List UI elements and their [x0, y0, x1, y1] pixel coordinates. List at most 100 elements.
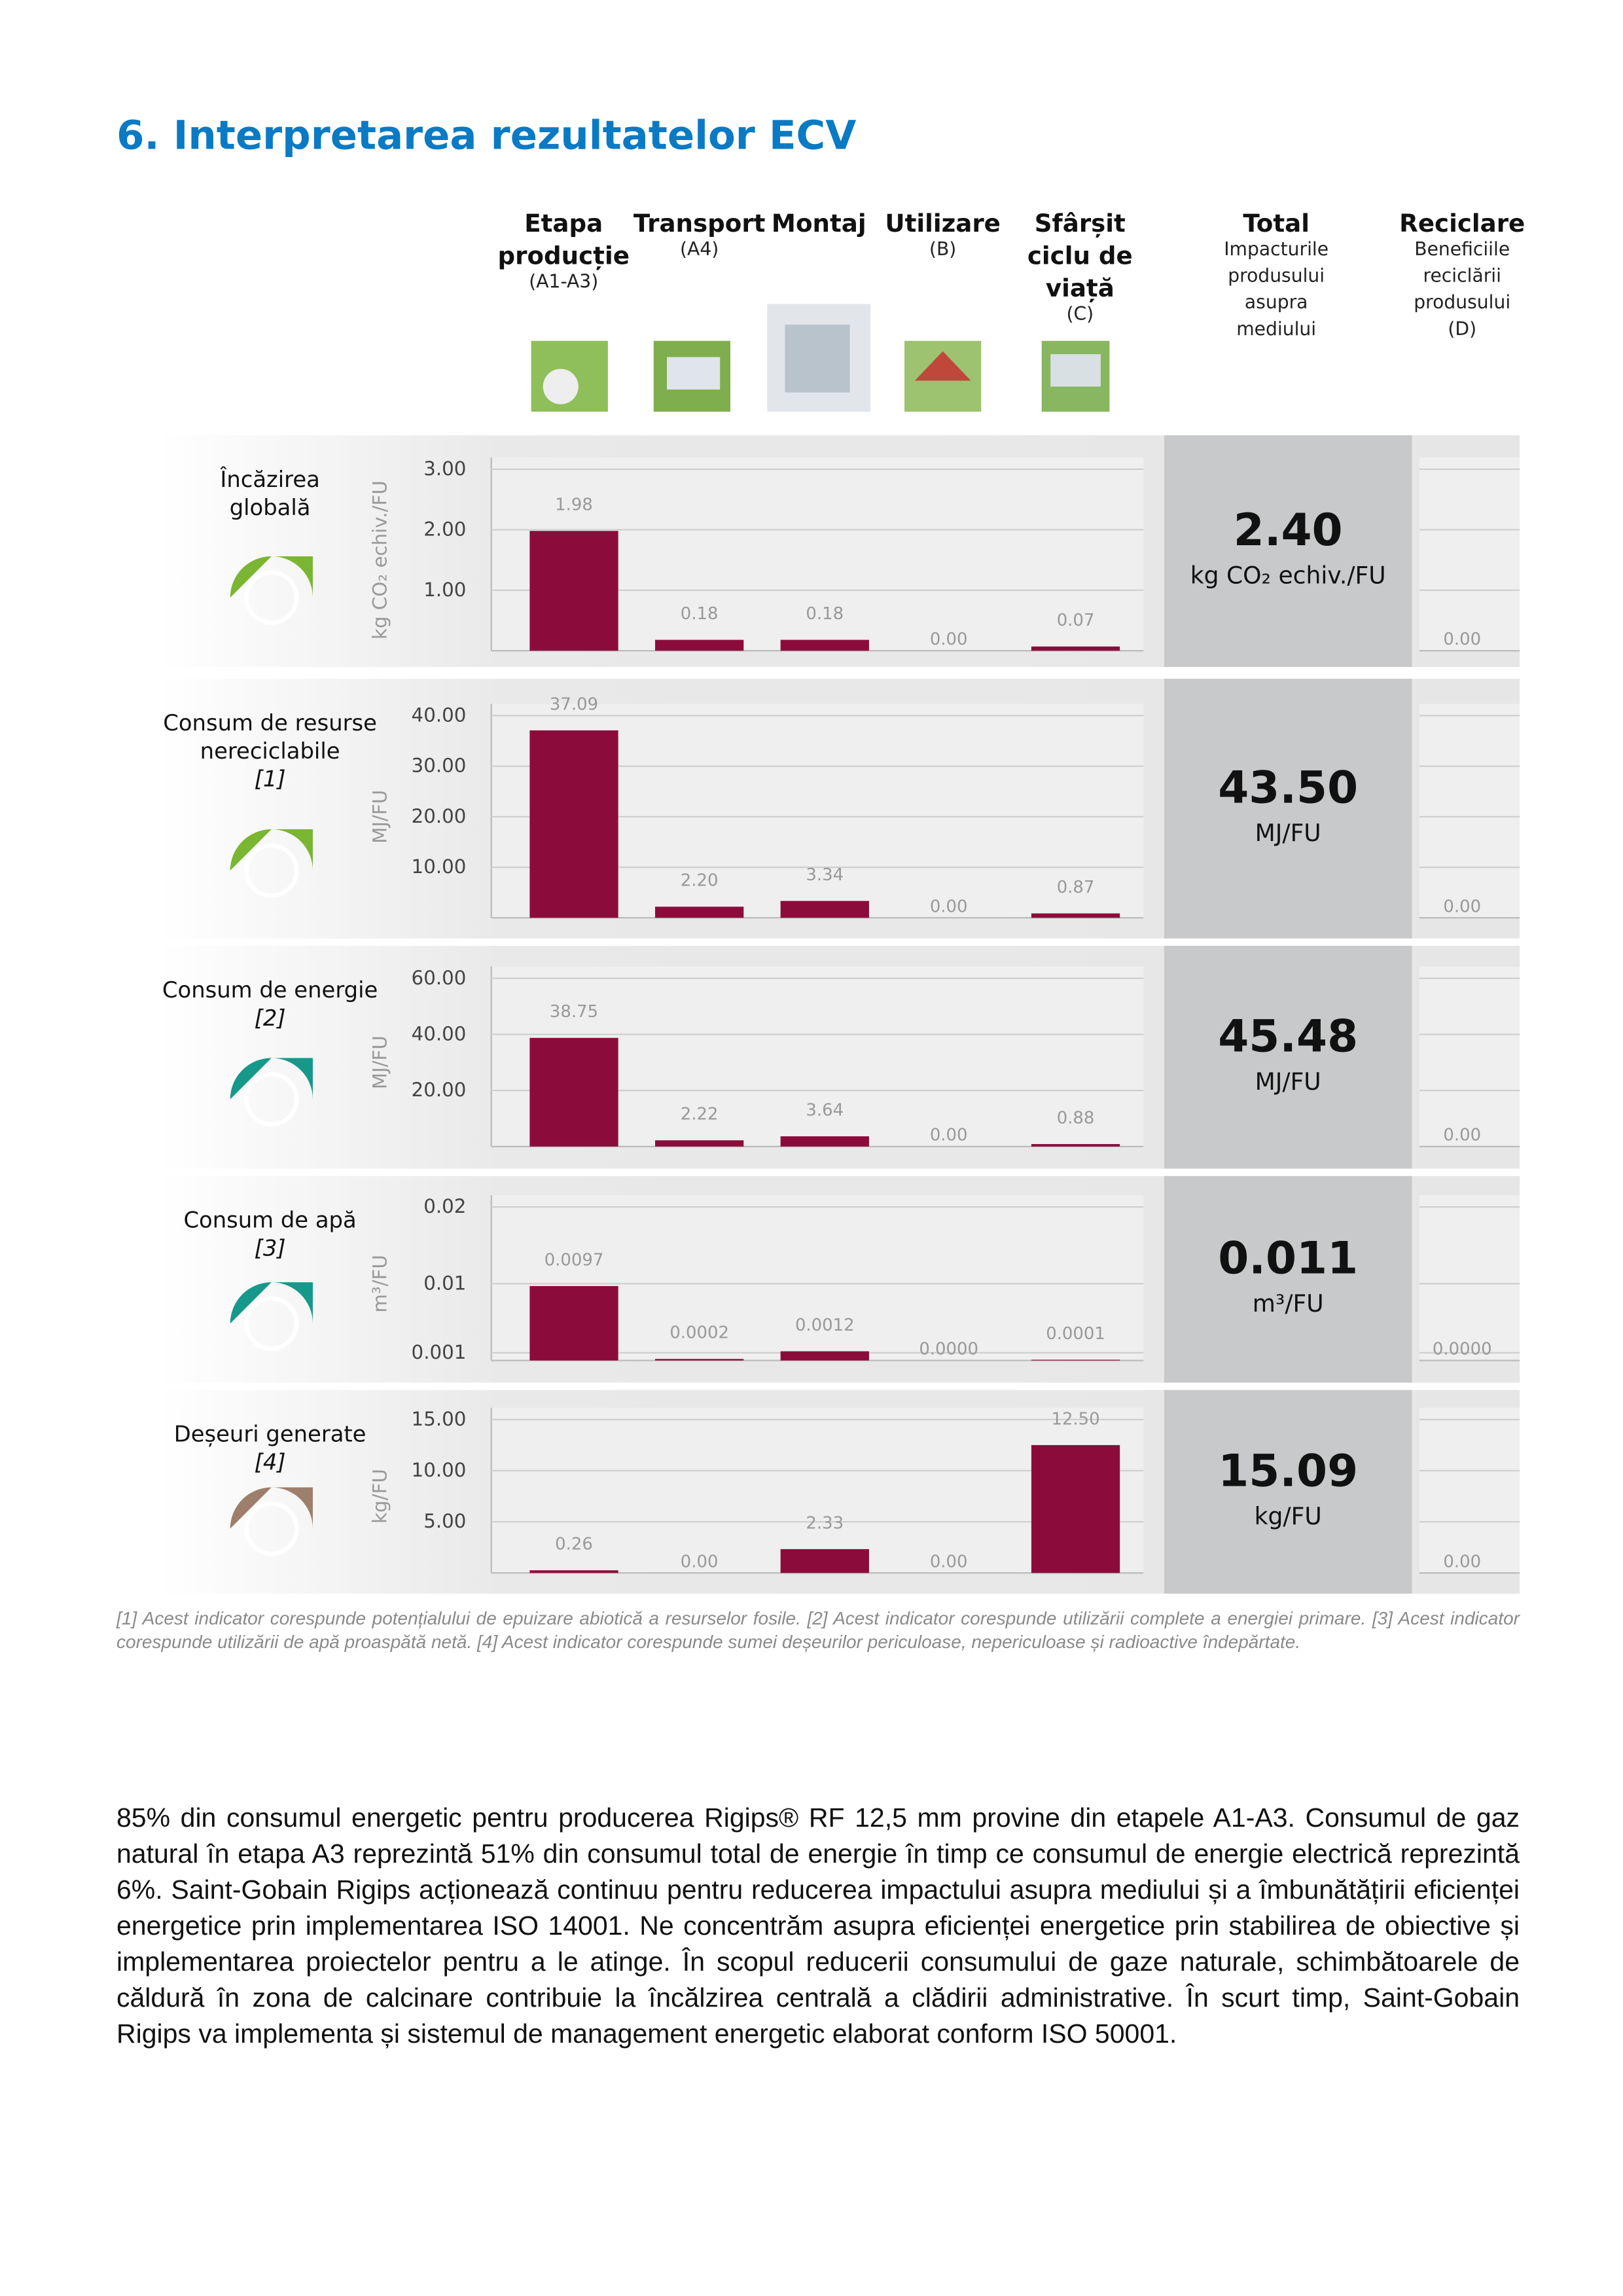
column-note: Beneficiile: [1414, 238, 1510, 260]
column-header: Utilizare: [885, 209, 1001, 238]
bar: [780, 901, 869, 918]
total-value: 15.09: [1218, 1444, 1358, 1496]
value-label: 0.0001: [1046, 1324, 1105, 1344]
bar: [1031, 646, 1120, 651]
value-label: 0.00: [930, 1126, 968, 1145]
indicator-icon: [244, 1501, 299, 1556]
y-axis-label: kg CO₂ echiv./FU: [369, 480, 391, 639]
value-label: 0.00: [1443, 630, 1481, 649]
bar: [780, 1136, 869, 1147]
total-value: 43.50: [1218, 761, 1358, 813]
row-title: Deșeuri generate: [174, 1422, 366, 1447]
bar: [780, 1351, 869, 1361]
y-tick-label: 0.02: [423, 1195, 466, 1217]
recycle-background: [1419, 966, 1520, 1147]
value-label: 0.00: [930, 897, 968, 916]
y-tick-label: 5.00: [423, 1510, 466, 1532]
column-header: Reciclare: [1399, 209, 1525, 238]
indicator-icon: [244, 843, 299, 898]
y-axis-label: MJ/FU: [369, 1035, 391, 1089]
total-value: 2.40: [1234, 504, 1343, 556]
bar: [655, 639, 744, 651]
recycle-background: [1419, 704, 1520, 918]
value-label: 0.00: [1443, 1552, 1481, 1571]
value-label: 0.0002: [669, 1323, 729, 1343]
column-header: ciclu de: [1027, 242, 1133, 270]
column-note: (A4): [680, 238, 719, 260]
stage-images: [531, 304, 1110, 412]
value-label: 3.64: [806, 1101, 844, 1121]
y-tick-label: 1.00: [423, 579, 466, 601]
column-note: (D): [1448, 318, 1476, 340]
total-panel: [1164, 679, 1412, 939]
indicator-icon: [230, 1282, 313, 1365]
image: [543, 368, 579, 404]
bar: [529, 1570, 618, 1573]
indicator-icon: [244, 1296, 299, 1351]
total-unit: m³/FU: [1253, 1290, 1324, 1318]
value-label: 0.18: [806, 604, 844, 624]
y-axis-label: kg/FU: [369, 1469, 391, 1524]
total-panel: [1164, 946, 1412, 1169]
image: [667, 357, 721, 390]
value-label: 37.09: [550, 694, 598, 714]
indicator-icon: [230, 829, 313, 912]
bar: [1031, 1359, 1120, 1361]
column-note: produsului: [1414, 291, 1510, 313]
bar: [780, 1549, 869, 1573]
bar: [1031, 1444, 1120, 1573]
footnote: [1] Acest indicator corespunde potențial…: [116, 1608, 1520, 1652]
column-header: Total: [1243, 209, 1310, 238]
y-tick-label: 20.00: [412, 805, 467, 827]
total-unit: MJ/FU: [1255, 819, 1321, 847]
y-tick-label: 2.00: [423, 518, 466, 540]
total-panel: [1164, 435, 1412, 668]
y-tick-label: 0.001: [412, 1341, 467, 1363]
bar: [655, 906, 744, 918]
y-tick-label: 10.00: [412, 855, 467, 878]
bar: [529, 1285, 618, 1361]
paragraph: 85% din consumul energetic pentru produc…: [116, 1803, 1520, 2049]
image: [1050, 354, 1101, 387]
y-tick-label: 15.00: [412, 1408, 467, 1430]
row-note: [3]: [255, 1236, 286, 1261]
total-value: 45.48: [1218, 1010, 1358, 1062]
value-label: 1.98: [555, 495, 593, 515]
value-label: 0.00: [1443, 897, 1481, 916]
value-label: 0.18: [681, 604, 719, 624]
value-label: 0.88: [1057, 1108, 1095, 1128]
indicator-icon: [230, 1487, 313, 1570]
recycle-background: [1419, 1407, 1520, 1573]
value-label: 0.00: [1443, 1126, 1481, 1145]
column-header: Montaj: [772, 209, 866, 238]
image: [785, 324, 850, 393]
value-label: 2.20: [681, 871, 719, 891]
total-unit: MJ/FU: [1255, 1068, 1321, 1096]
y-tick-label: 3.00: [423, 457, 466, 480]
indicator-icon: [244, 1071, 299, 1127]
y-axis-label: MJ/FU: [369, 790, 391, 844]
bar: [529, 531, 618, 651]
row-title: globală: [230, 495, 311, 520]
value-label: 0.00: [930, 630, 968, 649]
total-panel: [1164, 1175, 1412, 1383]
row-title: Consum de apă: [183, 1208, 356, 1233]
bar: [655, 1359, 744, 1361]
total-unit: kg CO₂ echiv./FU: [1190, 562, 1386, 590]
y-tick-label: 30.00: [412, 755, 467, 777]
column-note: Impacturile: [1224, 238, 1329, 260]
column-note: (A1-A3): [529, 271, 598, 293]
image: [914, 351, 971, 381]
column-header: Sfârșit: [1035, 209, 1126, 238]
y-tick-label: 20.00: [412, 1079, 467, 1101]
value-label: 0.07: [1057, 611, 1095, 630]
bar: [780, 639, 869, 651]
column-note: reciclării: [1423, 265, 1501, 287]
y-tick-label: 40.00: [412, 1022, 467, 1045]
row-title: Consum de energie: [162, 977, 378, 1003]
row-note: [1]: [255, 766, 286, 792]
recycle-background: [1419, 457, 1520, 651]
y-tick-label: 0.01: [423, 1272, 466, 1294]
